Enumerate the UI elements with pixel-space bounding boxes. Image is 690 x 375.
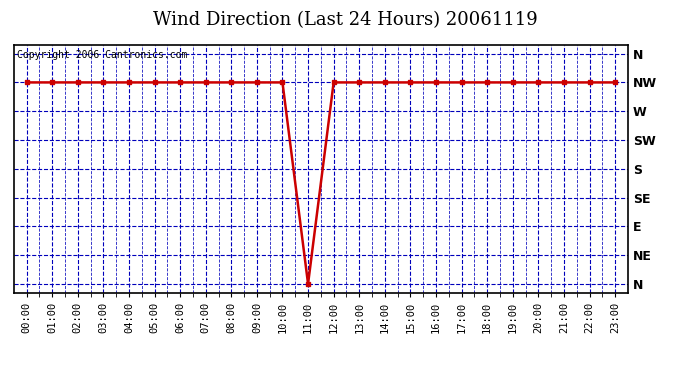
Text: Copyright 2006 Cantronics.com: Copyright 2006 Cantronics.com	[17, 50, 187, 60]
Text: Wind Direction (Last 24 Hours) 20061119: Wind Direction (Last 24 Hours) 20061119	[152, 11, 538, 29]
